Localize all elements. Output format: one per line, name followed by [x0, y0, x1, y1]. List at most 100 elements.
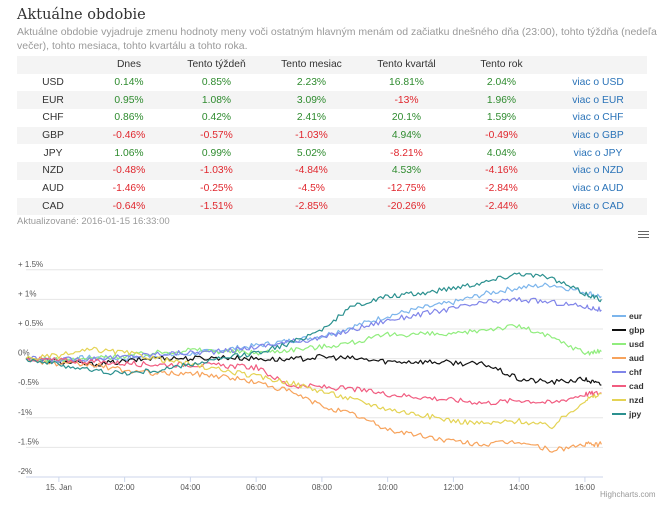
- currency-code: AUD: [42, 183, 64, 195]
- hamburger-icon: [638, 230, 649, 232]
- y-tick-label: -2%: [18, 467, 32, 476]
- legend-label-gbp: gbp: [629, 325, 645, 335]
- column-header-rok: Tento rok: [454, 56, 549, 74]
- table-row: CAD -0.64% -1.51% -2.85% -20.26% -2.44% viac o…: [17, 197, 647, 216]
- legend-label-aud: aud: [629, 353, 644, 363]
- table-cell: 20.1%: [391, 112, 422, 124]
- table-cell: -1.03%: [264, 126, 359, 145]
- y-tick-label: -0.5%: [18, 378, 39, 387]
- legend-label-chf: chf: [629, 367, 642, 377]
- hamburger-icon-bar: [638, 233, 649, 235]
- table-row: USD 0.14% 0.85% 2.23% 16.81% 2.04% viac o USD: [17, 74, 647, 92]
- series-line-chf: [25, 296, 602, 363]
- series-line-usd: [25, 324, 602, 364]
- legend-label-nzd: nzd: [629, 395, 644, 405]
- series-line-aud: [25, 357, 602, 453]
- table-body: USD 0.14% 0.85% 2.23% 16.81% 2.04% viac o USD E…: [17, 74, 647, 216]
- column-header-tyzden: Tento týždeň: [169, 56, 264, 74]
- table-cell: 1.96%: [454, 91, 549, 110]
- x-tick-label: 12:00: [443, 483, 464, 490]
- table-cell: -4.5%: [298, 183, 325, 195]
- currency-detail-link[interactable]: viac o GBP: [549, 126, 647, 145]
- y-tick-label: + 1%: [18, 289, 36, 298]
- table-cell: -2.84%: [485, 183, 518, 195]
- currency-detail-link[interactable]: viac o CAD: [549, 197, 647, 216]
- table-cell: 4.53%: [359, 162, 454, 180]
- currency-code: CHF: [42, 112, 64, 124]
- x-tick-label: 14:00: [509, 483, 530, 490]
- x-tick-label: 08:00: [312, 483, 333, 490]
- table-cell: -20.26%: [359, 197, 454, 216]
- currency-detail-link[interactable]: viac o CHF: [572, 112, 624, 124]
- table-cell: -0.48%: [89, 162, 169, 180]
- table-cell: -1.46%: [112, 183, 146, 195]
- chart-menu-button[interactable]: [638, 229, 649, 240]
- series-line-nzd: [25, 346, 602, 430]
- table-cell: 1.59%: [486, 112, 517, 124]
- table-cell: 0.86%: [114, 112, 144, 124]
- table-cell: 3.09%: [264, 91, 359, 110]
- table-row: JPY 1.06% 0.99% 5.02% -8.21% 4.04% viac o JPY: [17, 144, 647, 162]
- y-tick-label: + 1.5%: [18, 260, 43, 269]
- table-cell: -0.57%: [169, 126, 264, 145]
- currency-code: GBP: [17, 126, 89, 145]
- performance-table: Dnes Tento týždeň Tento mesiac Tento kva…: [17, 56, 647, 216]
- table-cell: 2.41%: [296, 112, 327, 124]
- table-cell: -8.21%: [390, 147, 423, 159]
- series-line-eur: [25, 282, 602, 363]
- table-cell: -0.64%: [89, 197, 169, 216]
- column-header-link: [549, 56, 647, 74]
- column-header-mesiac: Tento mesiac: [264, 56, 359, 74]
- table-cell: -0.49%: [454, 126, 549, 145]
- table-cell: 0.85%: [201, 77, 232, 89]
- x-tick-label: 02:00: [115, 483, 136, 490]
- currency-code: JPY: [43, 147, 63, 159]
- y-tick-label: 0%: [18, 349, 30, 358]
- y-tick-label: -1%: [18, 408, 32, 417]
- table-cell: 1.08%: [169, 91, 264, 110]
- table-cell: -0.25%: [200, 183, 233, 195]
- currency-code: NZD: [17, 162, 89, 180]
- currency-detail-link[interactable]: viac o USD: [572, 77, 624, 89]
- table-cell: 4.04%: [486, 147, 517, 159]
- table-cell: -12.75%: [387, 183, 426, 195]
- x-tick-label: 16:00: [575, 483, 596, 490]
- x-tick-label: 04:00: [180, 483, 201, 490]
- currency-detail-link[interactable]: viac o NZD: [549, 162, 647, 180]
- legend-label-usd: usd: [629, 339, 644, 349]
- table-cell: 0.42%: [201, 112, 232, 124]
- column-header-kvartal: Tento kvartál: [359, 56, 454, 74]
- table-header-row: Dnes Tento týždeň Tento mesiac Tento kva…: [17, 56, 647, 74]
- table-cell: 0.99%: [201, 147, 232, 159]
- table-cell: 16.81%: [389, 77, 424, 89]
- currency-code: USD: [42, 77, 64, 89]
- table-cell: -2.85%: [264, 197, 359, 216]
- series-line-cad: [25, 356, 602, 406]
- hamburger-icon-bar: [638, 236, 649, 238]
- x-tick-label: 15. Jan: [46, 483, 72, 490]
- updated-timestamp: Aktualizované: 2016-01-15 16:33:00: [17, 216, 170, 227]
- table-cell: 2.04%: [486, 77, 517, 89]
- page-subtitle: Aktuálne obdobie vyjadruje zmenu hodnoty…: [17, 26, 657, 52]
- legend-label-cad: cad: [629, 381, 644, 391]
- table-cell: 2.23%: [296, 77, 327, 89]
- x-tick-label: 06:00: [246, 483, 267, 490]
- currency-code: EUR: [17, 91, 89, 110]
- currency-detail-link[interactable]: viac o JPY: [573, 147, 623, 159]
- table-cell: 1.06%: [114, 147, 144, 159]
- chart-credits[interactable]: Highcharts.com: [600, 490, 656, 499]
- table-cell: -0.46%: [89, 126, 169, 145]
- table-cell: -4.84%: [264, 162, 359, 180]
- table-cell: -4.16%: [454, 162, 549, 180]
- table-cell: -1.03%: [169, 162, 264, 180]
- x-tick-label: 10:00: [378, 483, 399, 490]
- table-cell: -13%: [359, 91, 454, 110]
- column-header-dnes: Dnes: [89, 56, 169, 74]
- legend-label-jpy: jpy: [628, 409, 642, 419]
- table-row: NZD -0.48% -1.03% -4.84% 4.53% -4.16% viac o N…: [17, 162, 647, 180]
- table-cell: -1.51%: [169, 197, 264, 216]
- currency-detail-link[interactable]: viac o AUD: [572, 183, 624, 195]
- table-row: CHF 0.86% 0.42% 2.41% 20.1% 1.59% viac o CHF: [17, 109, 647, 127]
- page-title: Aktuálne obdobie: [17, 7, 146, 23]
- currency-detail-link[interactable]: viac o EUR: [549, 91, 647, 110]
